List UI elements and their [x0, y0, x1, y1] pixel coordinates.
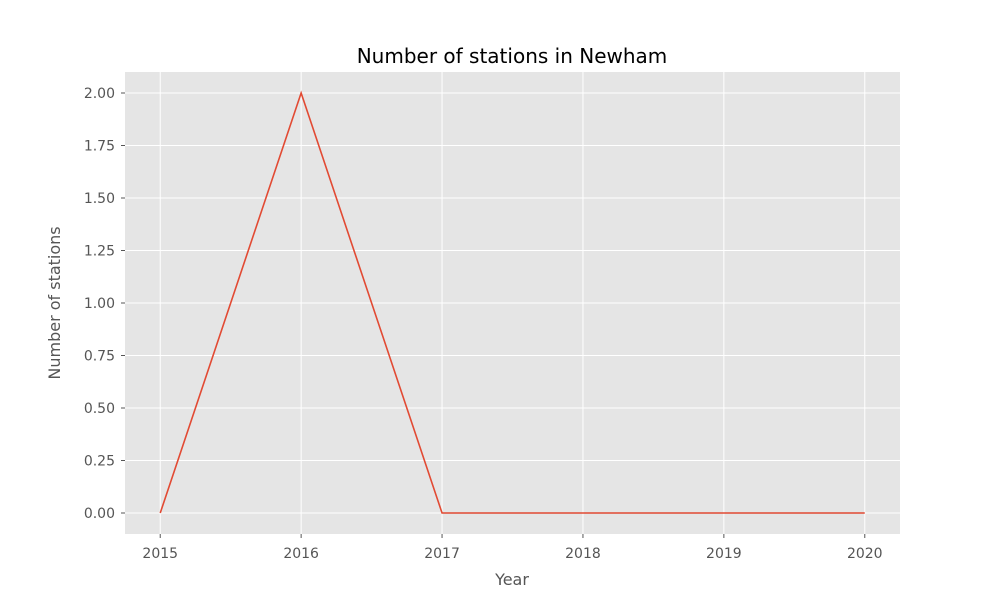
y-tick-label: 0.25 [84, 454, 115, 470]
y-tick-label: 0.75 [84, 349, 115, 365]
y-tick-label: 0.50 [84, 401, 115, 417]
x-axis-label: Year [494, 570, 529, 589]
x-tick-label: 2018 [565, 546, 601, 562]
x-tick-label: 2019 [706, 546, 742, 562]
y-tick-label: 0.00 [84, 506, 115, 522]
x-tick-label: 2016 [283, 546, 319, 562]
y-axis-label: Number of stations [45, 226, 64, 379]
y-tick-label: 2.00 [84, 86, 115, 102]
x-tick-label: 2020 [847, 546, 883, 562]
x-tick-label: 2015 [142, 546, 178, 562]
y-tick-label: 1.75 [84, 139, 115, 155]
x-tick-label: 2017 [424, 546, 460, 562]
chart-title: Number of stations in Newham [357, 44, 668, 68]
y-tick-label: 1.00 [84, 296, 115, 312]
y-tick-label: 1.50 [84, 191, 115, 207]
y-tick-label: 1.25 [84, 244, 115, 260]
